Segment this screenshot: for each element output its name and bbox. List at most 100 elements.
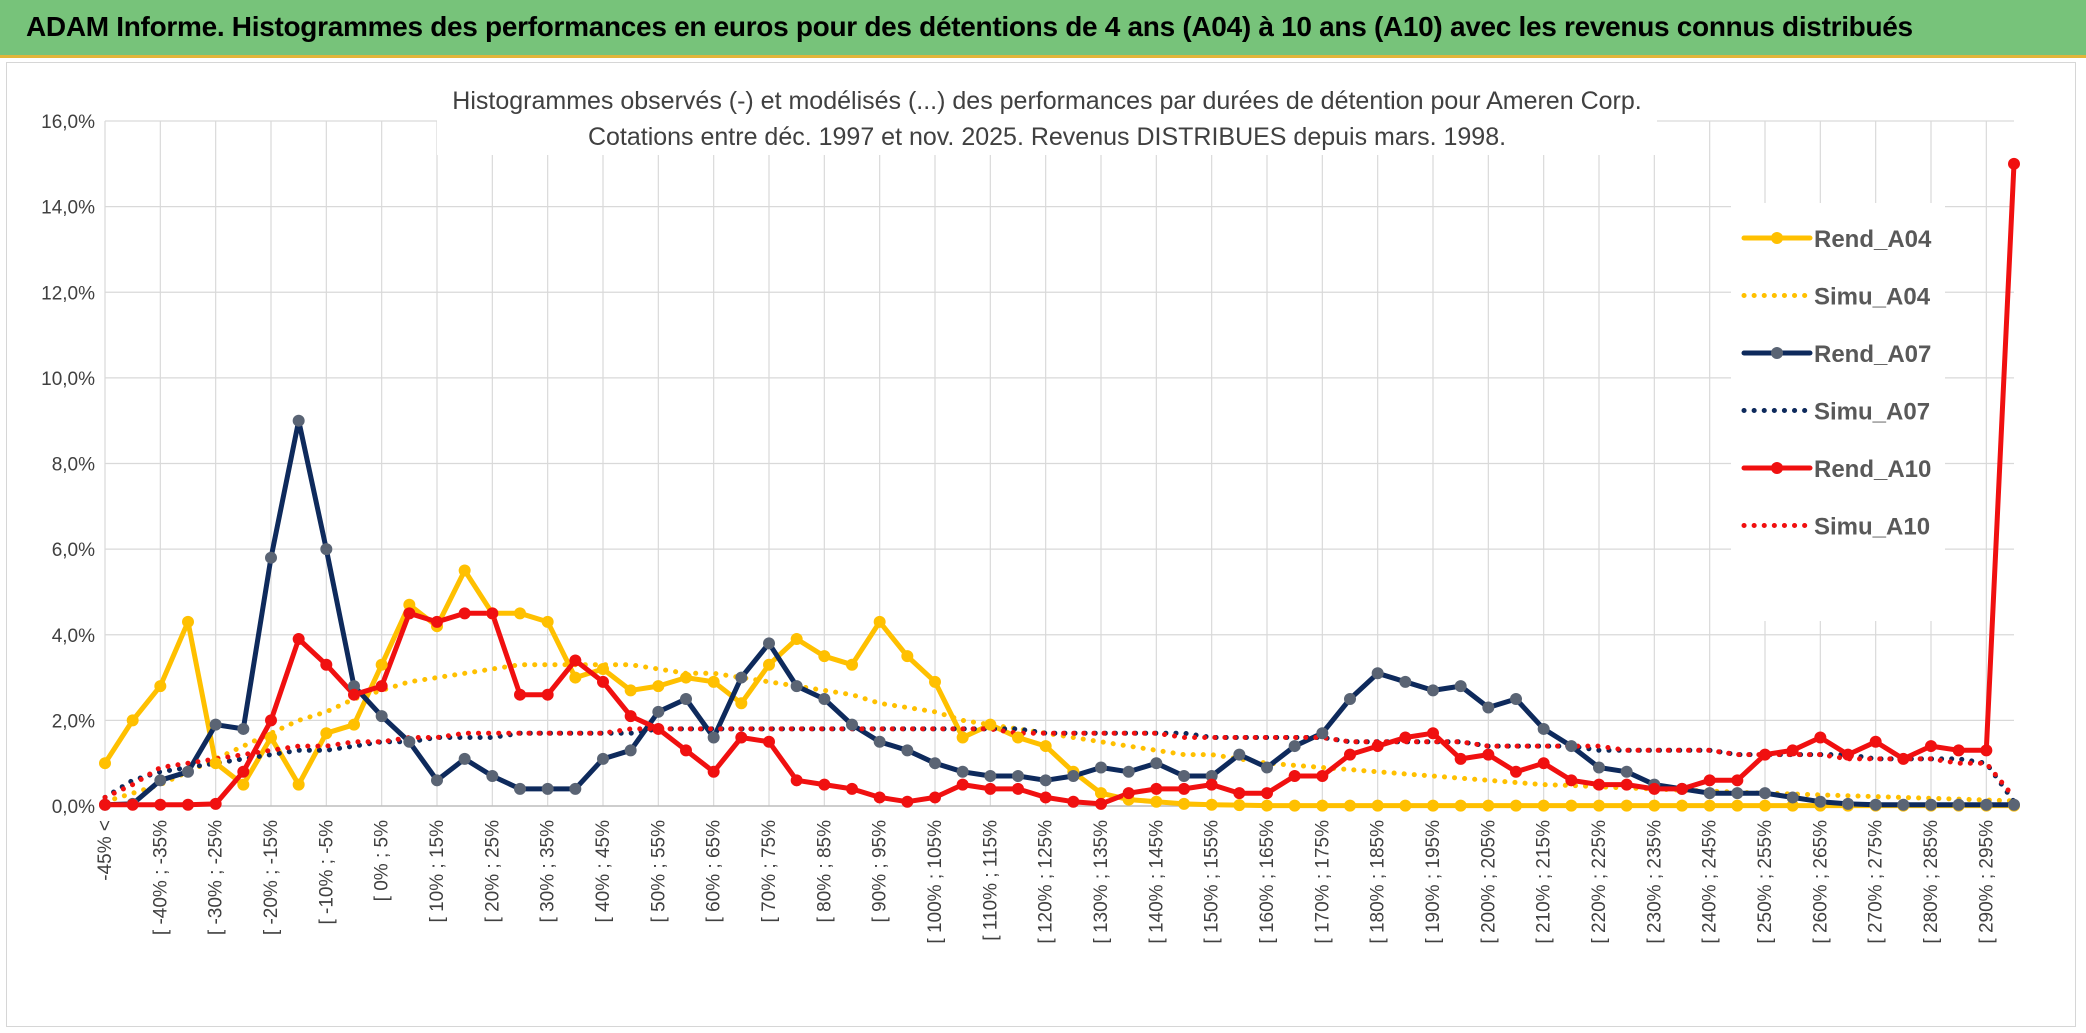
- data-point-rend_a07: [265, 551, 277, 564]
- data-point-rend_a07: [1759, 787, 1771, 800]
- data-point-rend_a10: [486, 607, 499, 620]
- legend-label-rend_a07: Rend_A07: [1814, 341, 1931, 368]
- y-tick-label: 8,0%: [52, 455, 95, 476]
- data-point-rend_a07: [1399, 675, 1412, 688]
- data-point-rend_a07: [237, 722, 250, 735]
- data-point-rend_a10: [818, 778, 831, 791]
- x-tick-label: [ 150% ; 155%: [1202, 820, 1223, 944]
- data-point-rend_a07: [1012, 770, 1024, 783]
- data-point-rend_a10: [99, 798, 111, 811]
- data-point-rend_a07: [956, 765, 969, 778]
- data-point-rend_a04: [956, 731, 969, 744]
- y-tick-label: 10,0%: [41, 369, 95, 390]
- data-point-rend_a10: [790, 774, 803, 787]
- data-point-rend_a07: [846, 718, 858, 731]
- data-point-rend_a07: [541, 782, 554, 795]
- data-point-rend_a07: [818, 692, 831, 705]
- data-point-rend_a10: [763, 735, 775, 748]
- x-tick-label: [ 200% ; 205%: [1478, 820, 1499, 944]
- data-point-rend_a07: [707, 731, 720, 744]
- data-point-rend_a10: [956, 778, 969, 791]
- data-point-rend_a10: [1039, 791, 1052, 804]
- data-point-rend_a07: [652, 705, 665, 718]
- data-point-rend_a10: [1925, 740, 1937, 753]
- x-tick-label: [ 20% ; 25%: [482, 820, 503, 923]
- x-tick-label: [ 100% ; 105%: [925, 820, 946, 944]
- data-point-rend_a07: [1067, 770, 1080, 783]
- data-point-rend_a07: [458, 752, 471, 765]
- data-point-rend_a07: [1952, 798, 1965, 811]
- series-line-simu_a10: [102, 726, 2017, 800]
- data-point-rend_a10: [1952, 744, 1965, 757]
- data-point-rend_a07: [1482, 701, 1495, 714]
- data-point-rend_a04: [763, 658, 775, 671]
- data-point-rend_a10: [735, 731, 748, 744]
- data-point-rend_a04: [1759, 799, 1771, 812]
- data-point-rend_a10: [1620, 778, 1633, 791]
- x-tick-label: [ -40% ; -35%: [150, 820, 171, 935]
- x-tick-label: [ 160% ; 165%: [1257, 820, 1278, 944]
- legend-label-simu_a10: Simu_A10: [1814, 514, 1930, 541]
- data-point-rend_a10: [1786, 744, 1799, 757]
- data-point-rend_a10: [320, 658, 333, 671]
- data-point-rend_a04: [1371, 799, 1384, 812]
- grid-lines: [104, 120, 2014, 807]
- x-tick-label: [ 80% ; 85%: [814, 820, 835, 923]
- data-point-rend_a04: [1288, 799, 1301, 812]
- legend-label-simu_a04: Simu_A04: [1814, 284, 1931, 311]
- y-axis-ticks: 0,0% 2,0% 4,0% 6,0% 8,0% 10,0% 12,0% 14,0% 16,0%: [41, 112, 95, 818]
- data-point-rend_a07: [1122, 765, 1135, 778]
- x-tick-label: [ -30% ; -25%: [206, 820, 227, 935]
- x-tick-label: [ 220% ; 225%: [1589, 820, 1610, 944]
- data-point-rend_a07: [209, 718, 222, 731]
- legend-label-rend_a04: Rend_A04: [1814, 226, 1932, 253]
- data-point-rend_a07: [1593, 761, 1605, 774]
- x-tick-label: [ 60% ; 65%: [704, 820, 725, 923]
- data-point-rend_a04: [1316, 799, 1329, 812]
- data-point-rend_a04: [1482, 799, 1495, 812]
- data-point-rend_a10: [126, 798, 139, 811]
- data-point-rend_a10: [154, 798, 167, 811]
- banner-title: ADAM Informe. Histogrammes des performan…: [26, 11, 1913, 42]
- data-point-rend_a07: [873, 735, 886, 748]
- legend: Rend_A04 Simu_A04 Rend_A07 Simu_A07 Rend_A10…: [1741, 226, 1932, 541]
- data-point-rend_a10: [1759, 748, 1771, 761]
- data-point-rend_a10: [1344, 748, 1356, 761]
- data-point-rend_a10: [348, 688, 360, 701]
- data-point-rend_a07: [1095, 761, 1107, 774]
- header-banner: ADAM Informe. Histogrammes des performan…: [0, 0, 2086, 58]
- data-point-rend_a07: [1814, 795, 1827, 808]
- data-point-rend_a07: [1178, 770, 1190, 783]
- data-point-rend_a07: [569, 782, 582, 795]
- data-point-rend_a10: [1095, 797, 1107, 810]
- data-point-rend_a10: [624, 710, 637, 723]
- data-point-rend_a07: [901, 744, 914, 757]
- data-point-rend_a07: [1288, 740, 1301, 753]
- data-point-rend_a07: [1316, 727, 1329, 740]
- x-tick-label: [ 240% ; 245%: [1700, 820, 1721, 944]
- data-point-rend_a04: [1039, 740, 1052, 753]
- data-point-rend_a07: [182, 765, 194, 778]
- data-point-rend_a10: [1731, 774, 1744, 787]
- data-point-rend_a10: [1233, 787, 1246, 800]
- y-tick-label: 14,0%: [41, 198, 95, 219]
- y-tick-label: 4,0%: [52, 626, 95, 647]
- data-point-rend_a10: [541, 688, 554, 701]
- x-tick-label: [ 40% ; 45%: [593, 820, 614, 923]
- data-point-rend_a04: [790, 633, 803, 646]
- data-point-rend_a10: [652, 722, 665, 735]
- x-tick-label: [ 250% ; 255%: [1755, 820, 1776, 944]
- data-point-rend_a04: [1703, 799, 1716, 812]
- legend-label-rend_a10: Rend_A10: [1814, 456, 1931, 483]
- data-point-rend_a04: [1399, 799, 1412, 812]
- data-point-rend_a07: [1731, 787, 1744, 800]
- data-point-rend_a07: [1620, 765, 1633, 778]
- data-point-rend_a10: [1537, 757, 1550, 770]
- data-point-rend_a04: [1565, 799, 1578, 812]
- data-point-rend_a04: [126, 714, 139, 727]
- data-point-rend_a10: [1980, 744, 1993, 757]
- data-point-rend_a10: [1261, 787, 1273, 800]
- data-point-rend_a10: [846, 782, 858, 795]
- data-point-rend_a07: [1537, 722, 1550, 735]
- data-point-rend_a10: [237, 765, 250, 778]
